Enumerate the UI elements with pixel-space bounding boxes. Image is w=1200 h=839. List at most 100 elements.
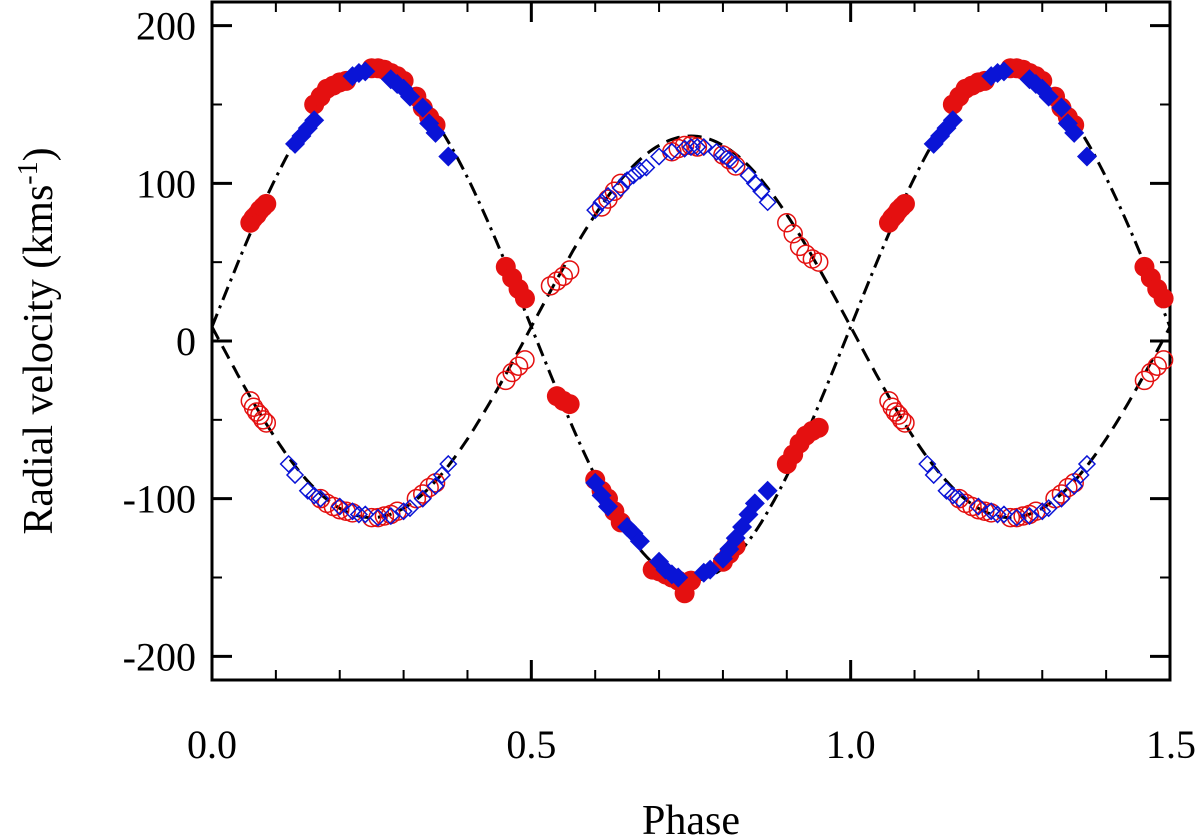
secondary-red-open-point: [885, 402, 906, 422]
y-tick-label: 0: [176, 319, 196, 364]
secondary-blue-open-point: [381, 506, 400, 526]
secondary-blue-open-point: [330, 497, 349, 516]
primary-blue-filled-point: [1038, 86, 1059, 107]
x-axis-title: Phase: [642, 798, 740, 839]
secondary-blue-open-point: [1077, 454, 1097, 474]
primary-blue-filled-point: [425, 122, 446, 143]
secondary-red-open-point: [1051, 484, 1072, 504]
axis-ticks: [210, 2, 1172, 680]
secondary-blue-open-point: [624, 166, 643, 185]
secondary-red-open-point: [256, 413, 277, 433]
secondary-red-open-point: [598, 189, 618, 209]
primary-blue-filled-point: [629, 531, 650, 552]
secondary-blue-open-point: [1052, 489, 1071, 508]
secondary-blue-open-point: [311, 489, 330, 508]
primary-blue-filled-point: [993, 61, 1014, 82]
primary-blue-filled-point: [936, 118, 957, 139]
secondary-red-open-point: [808, 252, 829, 272]
secondary-red-open-point: [413, 484, 433, 504]
secondary-blue-open-point: [1071, 465, 1090, 485]
secondary-red-open: [240, 135, 1174, 528]
secondary-red-open-point: [777, 212, 797, 233]
secondary-red-open-point: [329, 499, 350, 520]
secondary-blue-open-point: [681, 137, 701, 157]
secondary-blue-open-point: [739, 166, 758, 185]
secondary-blue-open-point: [432, 465, 451, 485]
primary-blue-filled-point: [297, 118, 318, 139]
x-tick-label: 1.5: [1146, 722, 1196, 767]
secondary-red-open-point: [783, 224, 803, 244]
x-tick-label: 0.5: [506, 722, 556, 767]
primary-red-filled-point: [559, 394, 580, 415]
primary-blue-filled-point: [757, 480, 778, 501]
secondary-red-open-point: [496, 370, 516, 391]
secondary-red-open-point: [502, 362, 522, 383]
secondary-blue-open-point: [694, 137, 713, 157]
secondary-blue-open-point: [305, 486, 324, 505]
secondary-blue-open-point: [637, 158, 656, 177]
secondary-blue-open-point: [650, 147, 669, 166]
secondary-blue-open-point: [688, 137, 707, 157]
primary-red-filled-point: [894, 193, 915, 214]
primary-red-filled-point: [514, 288, 535, 309]
secondary-red-open-point: [540, 276, 561, 296]
secondary-red-open-point: [1013, 506, 1033, 526]
secondary-red-open-point: [361, 507, 382, 528]
y-tick-label: 100: [136, 161, 196, 206]
secondary-blue-open-point: [988, 505, 1007, 524]
secondary-red-open-point: [1045, 488, 1065, 509]
secondary-blue-open-point: [950, 489, 969, 508]
secondary-blue-open: [279, 137, 1097, 527]
secondary-blue-open-point: [343, 502, 362, 521]
secondary-blue-open-point: [611, 178, 630, 198]
data-points: [240, 58, 1174, 604]
primary-blue-filled-point: [1051, 97, 1072, 118]
secondary-red-open-point: [610, 173, 631, 194]
secondary-blue-open-point: [994, 505, 1014, 524]
y-axis-title: Radial velocity (kms-1): [13, 147, 63, 534]
secondary-blue-open-point: [969, 497, 988, 516]
primary-blue-filled-point: [438, 146, 459, 167]
secondary-blue-open-point: [349, 505, 368, 524]
secondary-blue-open-point: [918, 454, 937, 474]
secondary-blue-open-point: [285, 465, 305, 485]
secondary-blue-open-point: [1065, 476, 1084, 496]
secondary-blue-open-point: [758, 193, 777, 212]
secondary-red-open-point: [515, 350, 535, 370]
secondary-red-open-point: [547, 271, 567, 291]
y-axis-title-sup: -1: [13, 161, 44, 184]
secondary-blue-open-point: [586, 201, 605, 220]
primary-blue-filled-point: [668, 567, 689, 588]
y-tick-label: -100: [123, 477, 196, 522]
secondary-red-open-point: [674, 135, 695, 156]
primary-red-filled-point: [808, 417, 829, 438]
secondary-blue-open-point: [592, 193, 611, 212]
primary-blue-filled-point: [1076, 146, 1097, 167]
x-tick-label: 1.0: [826, 722, 876, 767]
secondary-blue-open-point: [356, 505, 375, 524]
secondary-blue-open-point: [752, 182, 771, 201]
secondary-red-open-point: [374, 506, 395, 526]
y-tick-label: 200: [136, 4, 196, 49]
secondary-red-open-point: [553, 266, 574, 287]
secondary-red-open-point: [1147, 356, 1167, 376]
secondary-blue-open-point: [618, 171, 637, 190]
secondary-blue-open-point: [598, 186, 618, 206]
secondary-blue-open-point: [394, 502, 413, 521]
secondary-blue-open-point: [943, 486, 962, 505]
y-axis-title-close: ): [16, 147, 62, 161]
y-axis-title-main: Radial velocity (kms: [16, 185, 62, 535]
primary-blue-filled-point: [597, 496, 618, 517]
primary-red-filled-point: [256, 193, 277, 214]
secondary-red-open-point: [1153, 350, 1174, 370]
secondary-blue-open-point: [279, 454, 298, 474]
primary-red-filled-point: [1153, 288, 1174, 309]
x-tick-label: 0.0: [187, 722, 237, 767]
secondary-blue-open-point: [745, 174, 764, 193]
secondary-red-open-point: [1000, 507, 1021, 528]
secondary-blue-open-point: [439, 454, 458, 474]
primary-blue-filled-point: [304, 110, 325, 131]
secondary-blue-open-point: [1039, 499, 1058, 518]
secondary-blue-open-point: [1033, 502, 1052, 521]
